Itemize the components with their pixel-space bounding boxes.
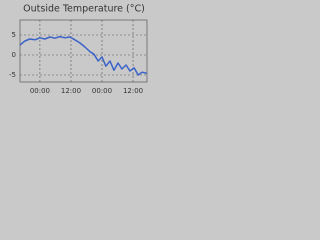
x-tick-label: 12:00 <box>123 87 143 95</box>
y-tick-label: 0 <box>12 51 16 59</box>
chart: Outside Temperature (°C) 5 0 -5 00:00 12:00 0… <box>9 4 148 95</box>
x-tick-label: 00:00 <box>92 87 112 95</box>
page: {"chart_data": {"type": "line", "title":… <box>0 0 320 100</box>
x-tick-label: 12:00 <box>61 87 81 95</box>
y-tick-label: 5 <box>12 31 16 39</box>
plot-area <box>19 19 148 83</box>
x-tick-label: 00:00 <box>30 87 50 95</box>
y-tick-label: -5 <box>9 71 16 79</box>
data-line <box>19 35 148 76</box>
chart-title: Outside Temperature (°C) <box>23 4 145 15</box>
